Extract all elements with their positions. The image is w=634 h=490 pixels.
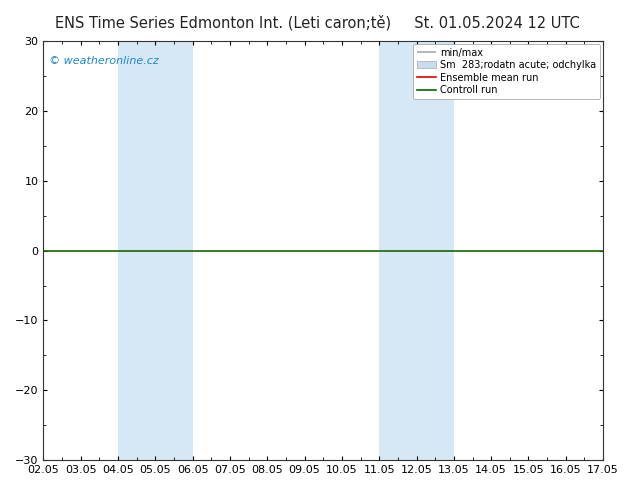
Bar bbox=[379, 41, 454, 460]
Text: ENS Time Series Edmonton Int. (Leti caron;tě)     St. 01.05.2024 12 UTC: ENS Time Series Edmonton Int. (Leti caro… bbox=[55, 15, 579, 30]
Bar bbox=[118, 41, 193, 460]
Text: © weatheronline.cz: © weatheronline.cz bbox=[49, 56, 158, 66]
Legend: min/max, Sm  283;rodatn acute; odchylka, Ensemble mean run, Controll run: min/max, Sm 283;rodatn acute; odchylka, … bbox=[413, 44, 600, 99]
